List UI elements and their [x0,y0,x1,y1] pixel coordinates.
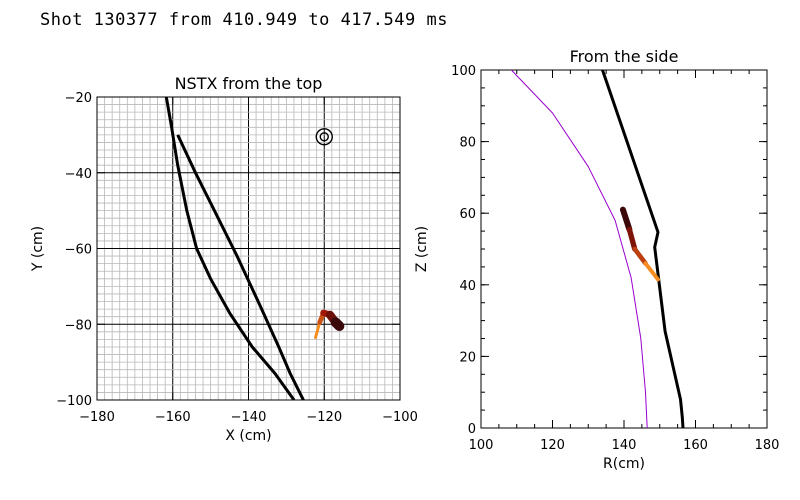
trajectory-segment [314,320,322,340]
trajectory-segment [632,246,648,266]
series-line-inner-line [176,134,305,400]
x-tick-label: −180 [79,410,115,425]
x-tick-label: −120 [306,410,342,425]
series-line-wall [601,70,685,428]
series-line-outer-wall [164,97,296,400]
x-tick-label: 180 [755,438,780,453]
trajectory-segment [626,226,638,252]
y-tick-label: −100 [56,394,92,409]
y-tick-label: 20 [459,350,476,365]
x-axis-title: R(cm) [603,456,645,472]
chart-top-view: −180 −160 −140 −120 −100 −100 −80 −60 −40 −20 NSTX… [30,74,418,444]
y-tick-label: 40 [459,279,476,294]
x-tick-label: −140 [231,410,267,425]
series-line-boundary-curve [511,70,648,428]
y-tick-label: 0 [468,422,476,437]
x-tick-label: −100 [382,410,418,425]
x-tick-label: 140 [612,438,637,453]
chart-title: NSTX from the top [175,74,323,93]
x-tick-label: 160 [683,438,708,453]
y-axis-title: Y (cm) [30,226,46,272]
y-axis-title: Z (cm) [414,226,430,272]
grid [96,96,401,401]
x-axis-title: X (cm) [225,428,271,444]
y-tick-label: 100 [451,64,476,79]
plot-frame [480,69,768,429]
chart-title: From the side [570,47,679,66]
x-tick-label: 100 [469,438,494,453]
y-tick-label: −40 [65,167,92,182]
marker-outer-ring [315,128,333,146]
trajectory-segment [330,317,345,332]
y-tick-label: 60 [459,207,476,222]
shot-title: Shot 130377 from 410.949 to 417.549 ms [40,10,448,30]
trajectory-segment [619,206,633,233]
y-tick-label: −80 [65,318,92,333]
trajectory-segment [643,261,660,282]
y-tick-label: 80 [459,136,476,151]
y-tick-label: −20 [65,91,92,106]
x-tick-label: 120 [540,438,565,453]
chart-side-view: 100 120 140 160 180 0 20 40 60 80 100 From the side… [414,47,779,472]
y-tick-label: −60 [65,243,92,258]
marker-inner-ring [319,132,329,142]
x-tick-label: −160 [155,410,191,425]
